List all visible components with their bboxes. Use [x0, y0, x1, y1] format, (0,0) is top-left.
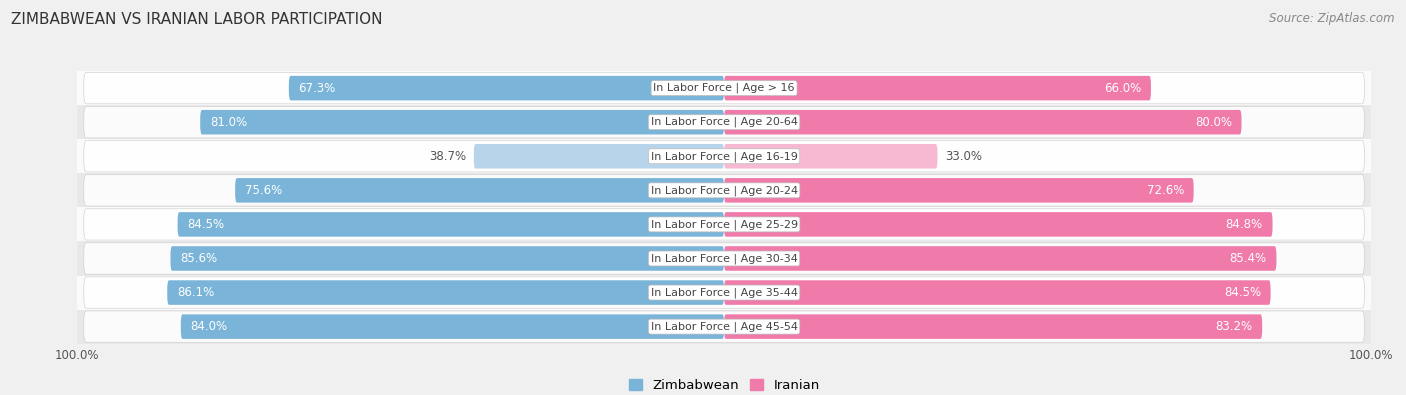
Text: 38.7%: 38.7%: [429, 150, 465, 163]
FancyBboxPatch shape: [84, 311, 1364, 342]
FancyBboxPatch shape: [724, 314, 1263, 339]
FancyBboxPatch shape: [177, 212, 724, 237]
FancyBboxPatch shape: [724, 212, 1272, 237]
Bar: [77, 241, 1371, 276]
FancyBboxPatch shape: [474, 144, 724, 169]
FancyBboxPatch shape: [200, 110, 724, 134]
FancyBboxPatch shape: [84, 277, 1364, 308]
FancyBboxPatch shape: [724, 110, 1241, 134]
Bar: [77, 207, 1371, 241]
FancyBboxPatch shape: [84, 107, 1364, 138]
FancyBboxPatch shape: [235, 178, 724, 203]
Text: 85.4%: 85.4%: [1230, 252, 1267, 265]
Text: 83.2%: 83.2%: [1215, 320, 1253, 333]
Text: In Labor Force | Age > 16: In Labor Force | Age > 16: [654, 83, 794, 93]
Text: 33.0%: 33.0%: [945, 150, 983, 163]
FancyBboxPatch shape: [724, 178, 1194, 203]
Text: 84.5%: 84.5%: [1223, 286, 1261, 299]
FancyBboxPatch shape: [170, 246, 724, 271]
FancyBboxPatch shape: [724, 246, 1277, 271]
Text: Source: ZipAtlas.com: Source: ZipAtlas.com: [1270, 12, 1395, 25]
Text: In Labor Force | Age 20-64: In Labor Force | Age 20-64: [651, 117, 797, 128]
Text: In Labor Force | Age 45-54: In Labor Force | Age 45-54: [651, 322, 797, 332]
FancyBboxPatch shape: [724, 76, 1152, 100]
Legend: Zimbabwean, Iranian: Zimbabwean, Iranian: [623, 373, 825, 395]
Text: 81.0%: 81.0%: [209, 116, 247, 129]
Text: 75.6%: 75.6%: [245, 184, 283, 197]
Bar: [77, 139, 1371, 173]
FancyBboxPatch shape: [724, 144, 938, 169]
FancyBboxPatch shape: [84, 72, 1364, 104]
Text: 72.6%: 72.6%: [1146, 184, 1184, 197]
Bar: [77, 310, 1371, 344]
FancyBboxPatch shape: [84, 175, 1364, 206]
Bar: [77, 276, 1371, 310]
FancyBboxPatch shape: [84, 141, 1364, 172]
FancyBboxPatch shape: [84, 243, 1364, 274]
Bar: [77, 71, 1371, 105]
Text: 84.0%: 84.0%: [191, 320, 228, 333]
Text: 84.5%: 84.5%: [187, 218, 225, 231]
Bar: [77, 105, 1371, 139]
Text: 67.3%: 67.3%: [298, 82, 336, 95]
Text: 86.1%: 86.1%: [177, 286, 214, 299]
Text: In Labor Force | Age 25-29: In Labor Force | Age 25-29: [651, 219, 797, 229]
Text: In Labor Force | Age 20-24: In Labor Force | Age 20-24: [651, 185, 797, 196]
FancyBboxPatch shape: [167, 280, 724, 305]
FancyBboxPatch shape: [181, 314, 724, 339]
FancyBboxPatch shape: [724, 280, 1271, 305]
Text: In Labor Force | Age 16-19: In Labor Force | Age 16-19: [651, 151, 797, 162]
Text: 80.0%: 80.0%: [1195, 116, 1232, 129]
FancyBboxPatch shape: [288, 76, 724, 100]
Text: In Labor Force | Age 35-44: In Labor Force | Age 35-44: [651, 287, 797, 298]
Text: 84.8%: 84.8%: [1226, 218, 1263, 231]
Bar: [77, 173, 1371, 207]
Text: ZIMBABWEAN VS IRANIAN LABOR PARTICIPATION: ZIMBABWEAN VS IRANIAN LABOR PARTICIPATIO…: [11, 12, 382, 27]
FancyBboxPatch shape: [84, 209, 1364, 240]
Text: 85.6%: 85.6%: [180, 252, 218, 265]
Text: In Labor Force | Age 30-34: In Labor Force | Age 30-34: [651, 253, 797, 264]
Text: 66.0%: 66.0%: [1104, 82, 1142, 95]
